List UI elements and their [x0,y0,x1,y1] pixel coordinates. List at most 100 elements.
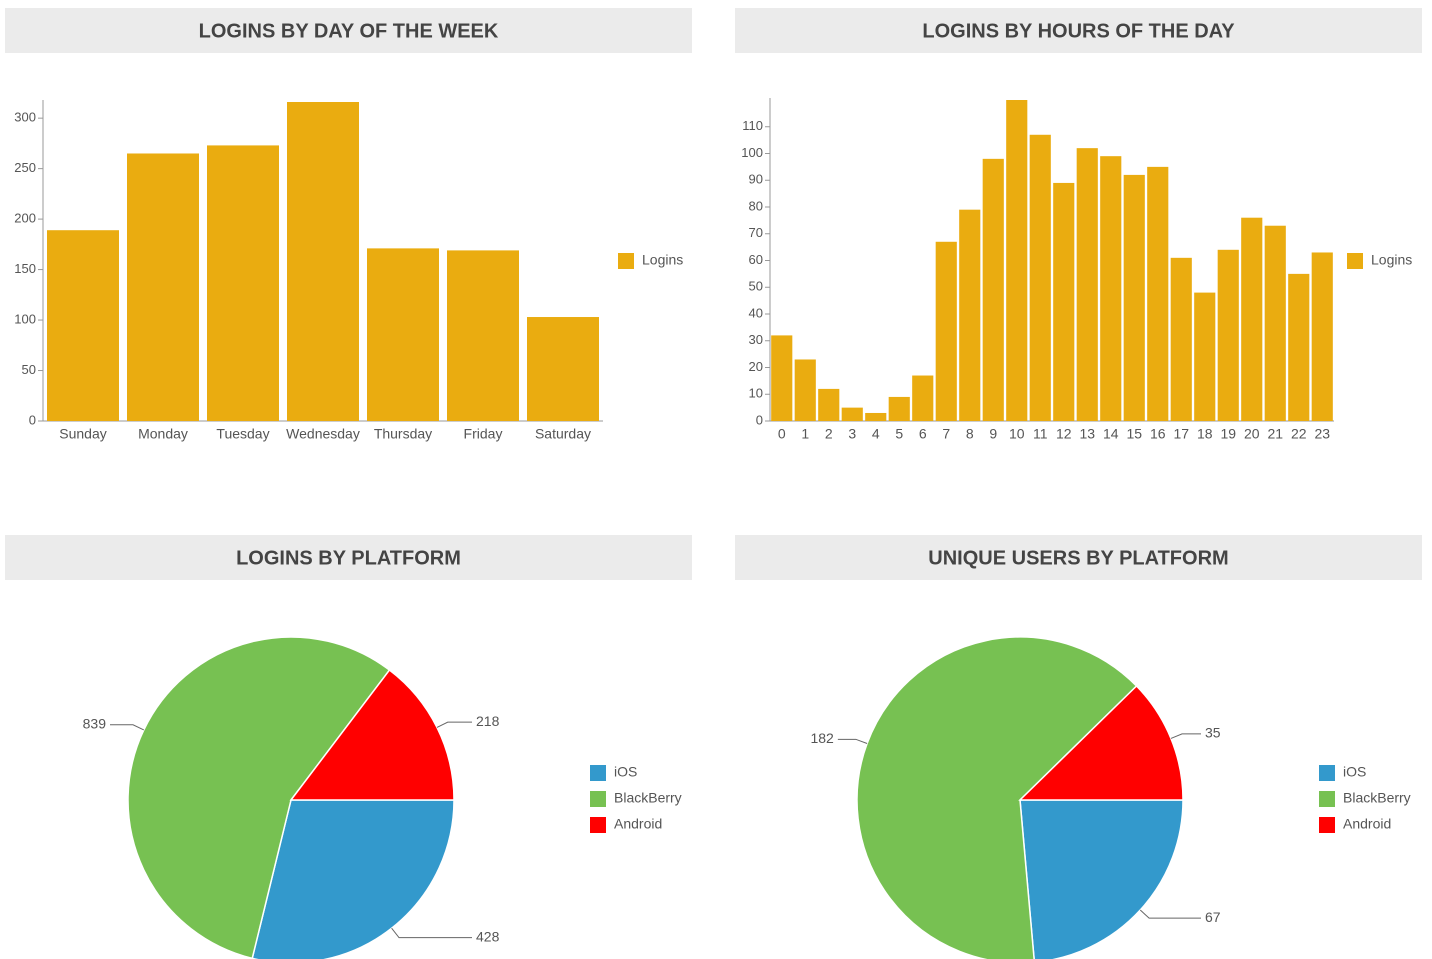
legend-label: Android [614,816,662,832]
bar [912,375,934,421]
bar [1006,100,1028,421]
x-tick-label: 11 [1033,426,1048,442]
x-tick-label: 15 [1126,426,1142,442]
x-tick-label: 3 [848,426,856,442]
x-tick-label: 6 [919,426,927,442]
leader-line [391,927,472,939]
legend-swatch [1319,765,1335,781]
x-tick-label: 16 [1150,426,1166,442]
x-tick-label: Friday [464,426,503,442]
y-tick-label: 10 [749,386,763,401]
y-tick-label: 0 [756,412,763,427]
y-tick-label: 50 [749,279,763,294]
legend-label: Android [1343,816,1391,832]
y-tick-label: 0 [29,412,36,427]
y-tick-label: 40 [749,305,763,320]
bar [841,407,863,421]
bar [935,241,957,421]
x-tick-label: 7 [942,426,950,442]
x-tick-label: 21 [1267,426,1283,442]
bar [1194,292,1216,421]
chart-title: LOGINS BY HOURS OF THE DAY [922,20,1235,42]
legend-swatch [590,791,606,807]
data-label: 182 [810,730,834,746]
bar [818,388,840,421]
y-tick-label: 90 [749,172,763,187]
legend-label: BlackBerry [1343,790,1411,806]
x-tick-label: 0 [778,426,786,442]
y-tick-label: 110 [742,118,763,133]
bar [127,153,199,421]
y-tick-label: 50 [22,362,36,377]
x-tick-label: 9 [989,426,997,442]
bar [1053,182,1075,421]
panel-header [5,535,692,580]
legend-swatch [590,817,606,833]
leader-line [837,738,868,744]
bar [287,102,359,421]
chart-title: LOGINS BY PLATFORM [236,547,461,569]
bar [207,145,279,421]
bar [1170,257,1192,421]
leader-line [1170,733,1201,739]
data-label: 218 [476,713,500,729]
data-label: 67 [1205,909,1221,925]
bar [982,158,1004,421]
y-tick-label: 30 [749,332,763,347]
x-tick-label: 12 [1056,426,1072,442]
bar [1123,174,1145,421]
y-tick-label: 200 [14,211,36,226]
data-label: 35 [1205,725,1221,741]
data-label: 428 [476,928,500,944]
bar [367,248,439,421]
legend-swatch [1319,817,1335,833]
chart-title: UNIQUE USERS BY PLATFORM [928,547,1228,569]
x-tick-label: 1 [801,426,809,442]
legend-label: BlackBerry [614,790,682,806]
x-tick-label: Thursday [374,426,432,442]
legend-swatch [618,253,634,269]
x-tick-label: Monday [138,426,188,442]
x-tick-label: 17 [1173,426,1189,442]
bar [1029,134,1051,421]
y-tick-label: 60 [749,252,763,267]
leader-line [110,724,145,731]
bar [959,209,981,421]
bar [1147,166,1169,421]
x-tick-label: Saturday [535,426,591,442]
bar [1311,252,1333,421]
chart-title: LOGINS BY DAY OF THE WEEK [199,20,499,42]
x-tick-label: 14 [1103,426,1119,442]
bar [1264,225,1286,421]
x-tick-label: Tuesday [216,426,269,442]
x-tick-label: Sunday [59,426,106,442]
x-tick-label: 23 [1314,426,1330,442]
x-tick-label: 20 [1244,426,1260,442]
bar [47,230,119,421]
panel-header [735,8,1422,53]
leader-line [1139,909,1201,919]
bar [1241,217,1263,421]
bar [527,317,599,421]
x-tick-label: Wednesday [286,426,360,442]
y-tick-label: 150 [14,261,36,276]
legend-swatch [590,765,606,781]
y-tick-label: 100 [741,145,763,160]
y-tick-label: 100 [14,311,36,326]
bar [1288,273,1310,421]
bar [1217,249,1239,421]
panel-header [735,535,1422,580]
x-tick-label: 4 [872,426,880,442]
y-tick-label: 20 [749,359,763,374]
x-tick-label: 8 [966,426,974,442]
panel-header [5,8,692,53]
x-tick-label: 5 [895,426,903,442]
leader-line [436,721,472,728]
bar [1100,156,1122,422]
x-tick-label: 18 [1197,426,1213,442]
bar [794,359,816,421]
legend-swatch [1347,253,1363,269]
pie-slice [289,669,455,801]
x-tick-label: 22 [1291,426,1307,442]
